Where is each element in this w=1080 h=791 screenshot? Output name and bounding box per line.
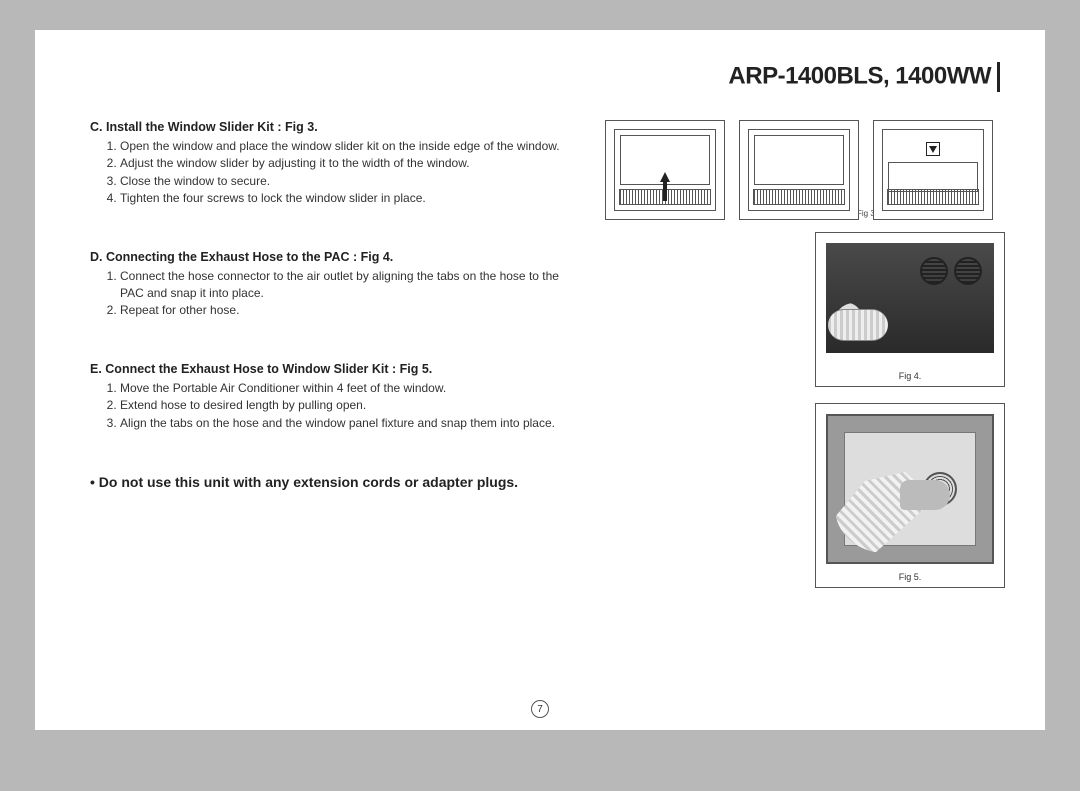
list-item: Tighten the four screws to lock the wind… — [120, 190, 585, 207]
hose-icon — [834, 303, 894, 343]
section-d-list: Connect the hose connector to the air ou… — [90, 268, 585, 320]
list-item: Open the window and place the window sli… — [120, 138, 585, 155]
hand-icon — [900, 480, 950, 510]
grille-icon — [920, 257, 948, 285]
list-item: Close the window to secure. — [120, 173, 585, 190]
figure-column: Fig 3. — [605, 120, 1005, 588]
section-e-list: Move the Portable Air Conditioner within… — [90, 380, 585, 432]
list-item: Repeat for other hose. — [120, 302, 585, 319]
content-row: C. Install the Window Slider Kit : Fig 3… — [90, 120, 1005, 588]
manual-page: ARP-1400BLS, 1400WW C. Install the Windo… — [35, 30, 1045, 730]
section-e-title: E. Connect the Exhaust Hose to Window Sl… — [90, 362, 585, 376]
page-number: 7 — [531, 700, 549, 718]
model-title: ARP-1400BLS, 1400WW — [90, 62, 1005, 92]
warning-text: • Do not use this unit with any extensio… — [90, 474, 585, 490]
grille-icon — [954, 257, 982, 285]
list-item: Move the Portable Air Conditioner within… — [120, 380, 585, 397]
text-column: C. Install the Window Slider Kit : Fig 3… — [90, 120, 605, 588]
list-item: Adjust the window slider by adjusting it… — [120, 155, 585, 172]
fig4-label: Fig 4. — [816, 371, 1004, 381]
section-c-list: Open the window and place the window sli… — [90, 138, 585, 208]
fig5-diagram: Fig 5. — [815, 403, 1005, 588]
section-d-title: D. Connecting the Exhaust Hose to the PA… — [90, 250, 585, 264]
fig4-diagram: Fig 4. — [815, 232, 1005, 387]
fig3-row: Fig 3. — [605, 120, 1005, 220]
section-d: D. Connecting the Exhaust Hose to the PA… — [90, 250, 585, 320]
section-e: E. Connect the Exhaust Hose to Window Sl… — [90, 362, 585, 432]
fig3-window-2 — [739, 120, 859, 220]
fig3-window-1 — [605, 120, 725, 220]
list-item: Connect the hose connector to the air ou… — [120, 268, 585, 303]
list-item: Align the tabs on the hose and the windo… — [120, 415, 585, 432]
list-item: Extend hose to desired length by pulling… — [120, 397, 585, 414]
section-c-title: C. Install the Window Slider Kit : Fig 3… — [90, 120, 585, 134]
fig3-window-3 — [873, 120, 993, 220]
section-c: C. Install the Window Slider Kit : Fig 3… — [90, 120, 585, 208]
fig5-label: Fig 5. — [816, 572, 1004, 582]
